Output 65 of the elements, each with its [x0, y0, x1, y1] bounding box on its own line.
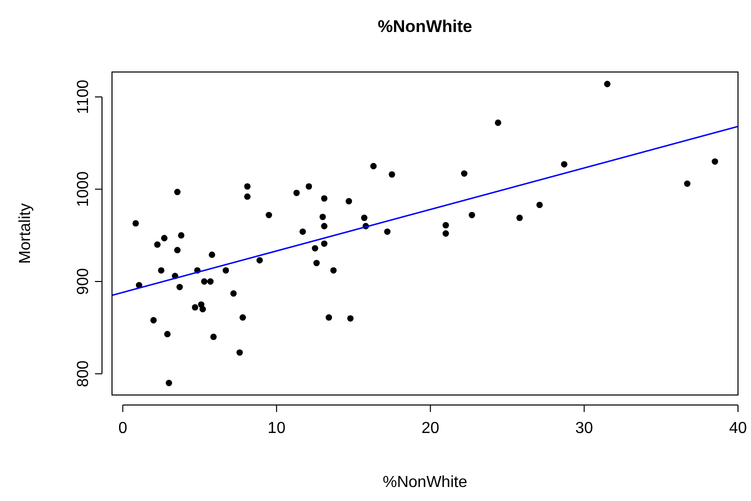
y-tick-label: 800: [75, 360, 92, 388]
point: [174, 188, 181, 196]
point: [560, 161, 568, 168]
point: [468, 212, 476, 218]
point: [201, 278, 208, 285]
point: [361, 214, 368, 222]
point: [370, 162, 377, 170]
point: [384, 228, 391, 235]
point: [132, 220, 139, 227]
point: [604, 80, 610, 88]
y-axis-title: Mortality: [17, 203, 34, 264]
point: [321, 195, 328, 202]
point: [321, 222, 328, 230]
point: [244, 183, 251, 190]
y-tick-label: 1000: [75, 171, 92, 207]
x-tick-label: 10: [268, 420, 286, 437]
point: [244, 193, 251, 200]
point: [210, 334, 217, 340]
point: [330, 267, 337, 274]
point: [236, 349, 243, 356]
point: [300, 228, 306, 235]
point: [166, 380, 172, 386]
point: [388, 171, 396, 178]
point: [192, 304, 198, 311]
point: [442, 230, 449, 237]
point: [461, 170, 468, 177]
x-tick-label: 30: [575, 420, 594, 437]
point: [312, 245, 318, 252]
point: [313, 260, 320, 266]
point: [150, 317, 157, 324]
chart-title: %NonWhite: [378, 17, 472, 36]
point: [176, 284, 183, 290]
x-axis-title: %NonWhite: [382, 474, 468, 491]
point: [442, 222, 449, 228]
point: [306, 183, 312, 190]
point: [154, 241, 161, 248]
point: [208, 252, 216, 258]
point: [684, 180, 690, 187]
point: [516, 214, 523, 222]
point: [256, 257, 263, 264]
point: [536, 202, 543, 208]
point: [326, 314, 332, 321]
point: [347, 315, 354, 322]
point: [494, 120, 502, 126]
point: [174, 246, 181, 254]
point: [266, 212, 272, 218]
point: [712, 158, 718, 165]
point: [207, 278, 214, 285]
point: [230, 290, 237, 297]
point: [161, 234, 168, 242]
point: [320, 214, 326, 220]
point: [321, 240, 328, 247]
x-tick-label: 0: [118, 420, 128, 437]
point: [178, 232, 184, 239]
point: [293, 190, 300, 196]
point: [158, 267, 164, 274]
y-tick-label: 1100: [75, 80, 92, 114]
y-tick-label: 900: [75, 268, 92, 295]
point: [222, 267, 230, 274]
point: [164, 330, 171, 338]
x-tick-label: 40: [729, 420, 747, 437]
point: [240, 314, 246, 321]
point: [200, 306, 206, 312]
x-tick-label: 20: [421, 420, 440, 437]
point: [346, 198, 352, 204]
